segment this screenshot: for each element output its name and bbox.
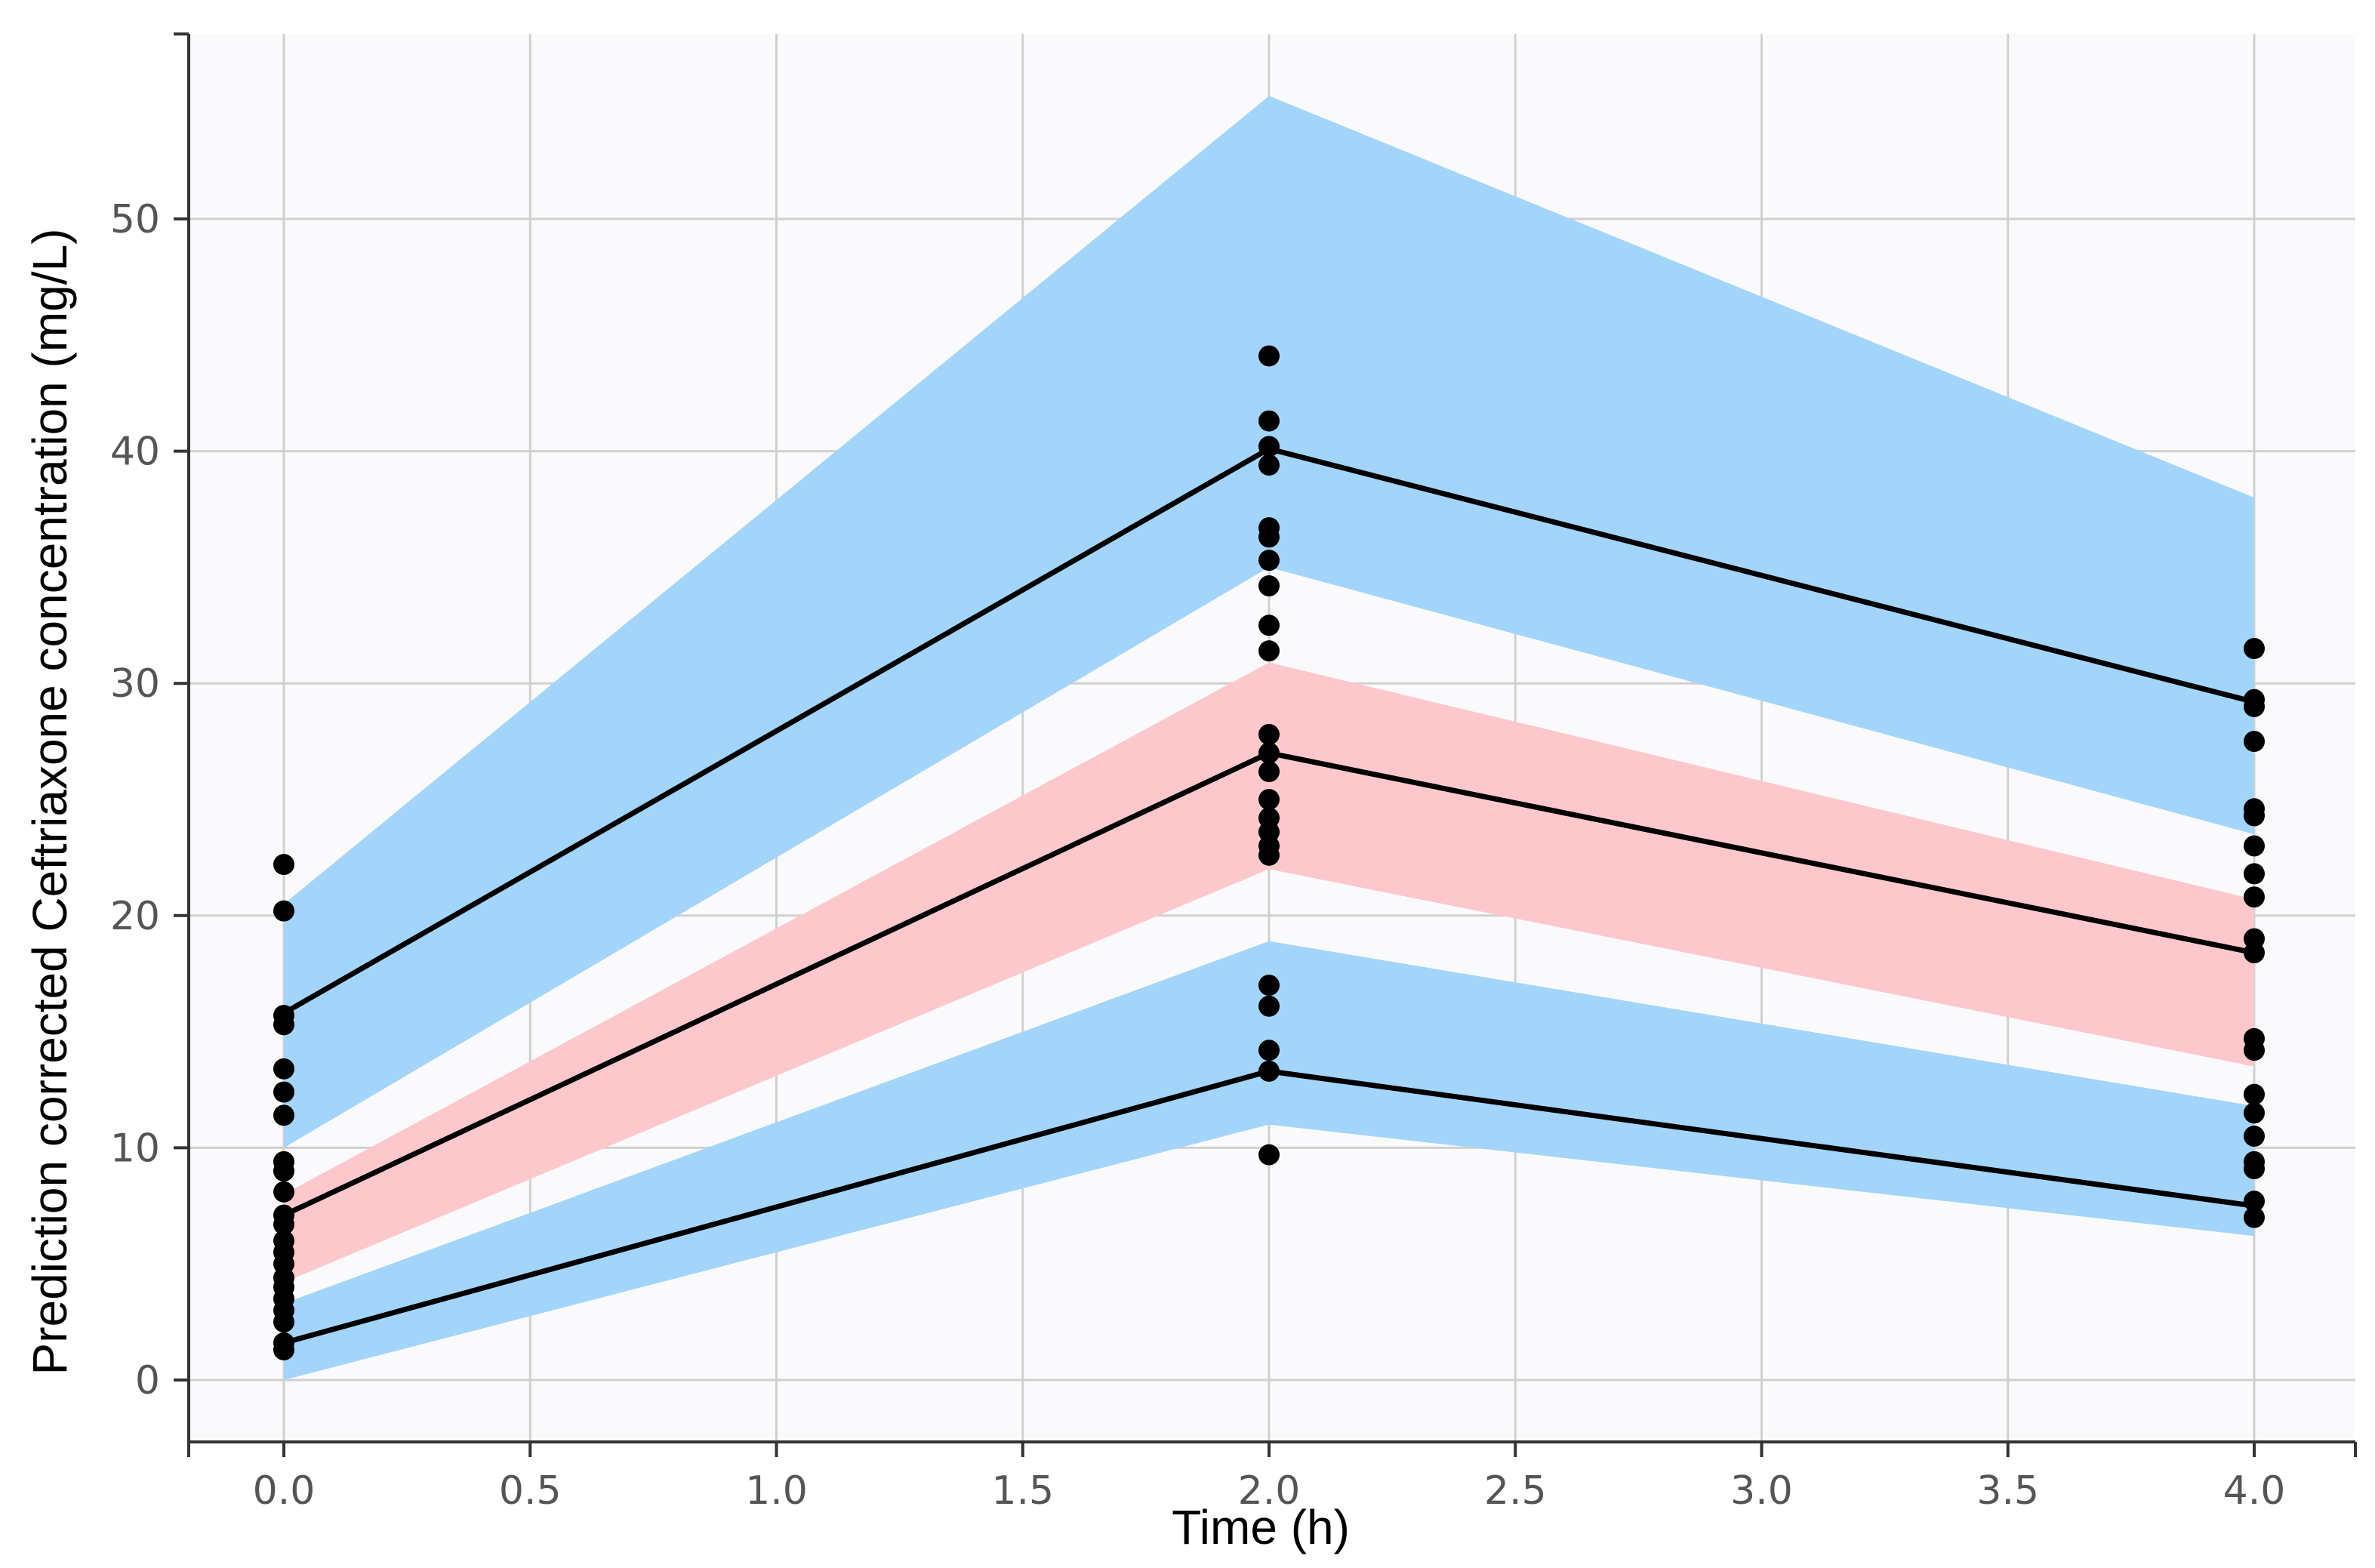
observed-point — [1258, 789, 1280, 810]
observed-point — [2244, 835, 2265, 857]
band-upper-percentile-ci — [284, 95, 2254, 1148]
observed-point — [273, 854, 294, 876]
y-axis-ticks: 0 10 20 30 40 50 — [110, 197, 189, 1403]
y-tick-label: 30 — [110, 661, 160, 707]
observed-point — [273, 1058, 294, 1080]
observed-point — [2244, 1158, 2265, 1180]
x-axis-ticks: 0.0 0.5 1.0 1.5 2.0 2.5 3.0 3.5 4.0 — [253, 1442, 2286, 1514]
observed-point — [1258, 742, 1280, 764]
observed-point — [273, 1311, 294, 1333]
observed-point — [2244, 1083, 2265, 1105]
x-axis-title: Time (h) — [1172, 1500, 1350, 1554]
observed-point — [273, 1339, 294, 1361]
y-tick-label: 20 — [110, 894, 160, 939]
y-tick-label: 50 — [110, 197, 160, 242]
x-tick-label: 2.5 — [1484, 1468, 1547, 1514]
observed-point — [273, 1081, 294, 1103]
observed-point — [1258, 410, 1280, 432]
observed-point — [2244, 731, 2265, 753]
observed-point — [1258, 995, 1280, 1017]
x-tick-label: 2.0 — [1238, 1468, 1301, 1514]
observed-point — [1258, 454, 1280, 476]
confidence-bands — [284, 95, 2254, 1380]
x-tick-label: 3.0 — [1730, 1468, 1793, 1514]
observed-point — [1258, 1060, 1280, 1082]
observed-point — [273, 1104, 294, 1126]
observed-point — [2244, 695, 2265, 717]
observed-point — [2244, 886, 2265, 908]
observed-point — [2244, 863, 2265, 885]
observed-point — [1258, 761, 1280, 783]
observed-point — [273, 1014, 294, 1036]
observed-point — [273, 900, 294, 922]
observed-point — [1258, 575, 1280, 597]
observed-point — [1258, 640, 1280, 662]
observed-point — [2244, 1206, 2265, 1228]
observed-point — [2244, 638, 2265, 660]
x-tick-label: 4.0 — [2223, 1468, 2286, 1514]
observed-point — [1258, 550, 1280, 571]
observed-point — [2244, 1102, 2265, 1124]
x-tick-label: 3.5 — [1976, 1468, 2039, 1514]
observed-point — [273, 1213, 294, 1235]
observed-point — [2244, 805, 2265, 827]
band-median-ci — [284, 662, 2254, 1283]
x-tick-label: 1.5 — [991, 1468, 1054, 1514]
observed-point — [1258, 1040, 1280, 1061]
observed-point — [2244, 1191, 2265, 1212]
observed-point — [1258, 723, 1280, 745]
observed-point — [273, 1160, 294, 1182]
band-lower-percentile-ci — [284, 941, 2254, 1380]
x-tick-label: 0.0 — [253, 1468, 316, 1514]
observed-point — [1258, 844, 1280, 866]
observed-point — [1258, 1144, 1280, 1166]
observed-point — [1258, 615, 1280, 636]
observed-point — [1258, 975, 1280, 997]
axes — [174, 32, 2357, 1457]
observed-point — [1258, 526, 1280, 548]
y-tick-label: 40 — [110, 430, 160, 475]
y-tick-label: 10 — [110, 1126, 160, 1171]
observed-point — [1258, 345, 1280, 367]
y-axis-title: Prediction corrected Ceftriaxone concent… — [23, 229, 77, 1375]
observed-point — [2244, 942, 2265, 964]
observed-points — [273, 345, 2265, 1361]
observed-point — [2244, 1126, 2265, 1148]
observed-point — [2244, 1040, 2265, 1061]
x-tick-label: 0.5 — [499, 1468, 562, 1514]
observed-point — [273, 1181, 294, 1203]
observed-point — [1258, 436, 1280, 457]
x-tick-label: 1.0 — [745, 1468, 808, 1514]
y-tick-label: 0 — [135, 1358, 160, 1403]
